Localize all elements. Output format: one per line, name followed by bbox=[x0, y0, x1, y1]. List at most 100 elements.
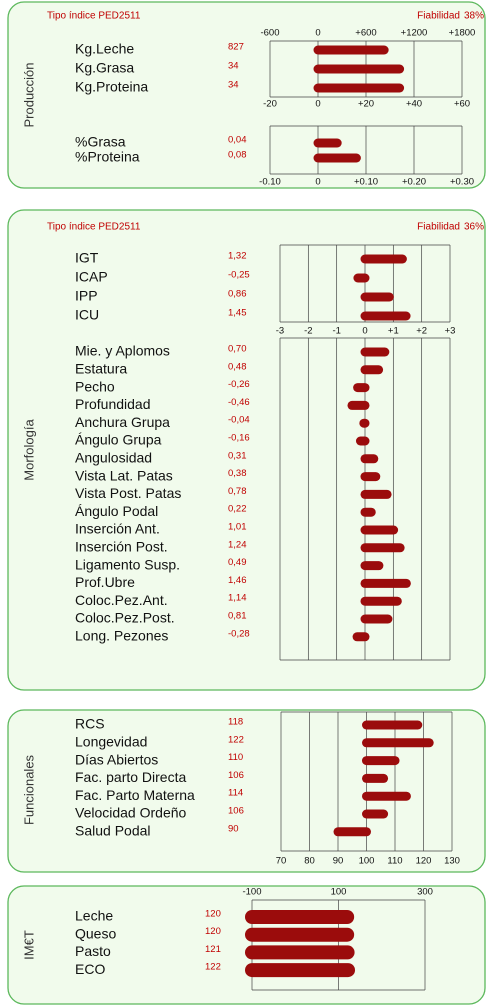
bar bbox=[360, 472, 381, 482]
trait-name: Estatura bbox=[75, 361, 127, 377]
trait-value: 110 bbox=[228, 752, 243, 763]
trait-name: Kg.Grasa bbox=[75, 60, 134, 76]
bar bbox=[360, 365, 384, 375]
trait-value: 0,08 bbox=[228, 150, 247, 161]
trait-name: Kg.Leche bbox=[75, 41, 134, 57]
trait-value: 34 bbox=[228, 61, 239, 72]
trait-value: 0,31 bbox=[228, 450, 247, 461]
bar bbox=[362, 756, 400, 766]
trait-value: 0,38 bbox=[228, 468, 247, 479]
bar bbox=[352, 632, 370, 642]
bar bbox=[360, 489, 392, 499]
trait-name: Fac. Parto Materna bbox=[75, 787, 195, 803]
trait-name: RCS bbox=[75, 716, 105, 732]
x-tick-label: 90 bbox=[333, 856, 344, 867]
x-tick-label: 110 bbox=[387, 856, 402, 867]
bar bbox=[360, 578, 411, 588]
trait-name: IPP bbox=[75, 288, 98, 304]
trait-value: -0,04 bbox=[228, 415, 250, 426]
bar bbox=[362, 773, 389, 783]
x-tick-label: +40 bbox=[406, 99, 422, 110]
bar bbox=[362, 791, 411, 801]
trait-name: Ángulo Grupa bbox=[75, 432, 162, 448]
x-tick-label: +20 bbox=[358, 99, 374, 110]
x-tick-label: -2 bbox=[304, 326, 312, 337]
trait-name: ECO bbox=[75, 961, 105, 977]
bar bbox=[360, 311, 411, 321]
bar bbox=[360, 561, 384, 571]
trait-value: 0,70 bbox=[228, 344, 247, 355]
x-tick-label: -1 bbox=[332, 326, 340, 337]
bar bbox=[359, 418, 370, 428]
bar bbox=[362, 809, 389, 819]
x-tick-label: 100 bbox=[331, 887, 347, 898]
trait-value: 118 bbox=[228, 717, 243, 728]
trait-value: 121 bbox=[205, 944, 221, 955]
x-tick-label: +0.10 bbox=[354, 177, 378, 188]
reliability: 38% bbox=[464, 11, 484, 22]
trait-value: 0,86 bbox=[228, 289, 247, 300]
trait-name: Longevidad bbox=[75, 734, 147, 750]
trait-value: 1,14 bbox=[228, 593, 247, 604]
x-tick-label: +1800 bbox=[449, 28, 476, 39]
x-tick-label: +600 bbox=[355, 28, 376, 39]
bar bbox=[360, 543, 405, 553]
bar bbox=[347, 400, 370, 410]
x-tick-label: +1 bbox=[388, 326, 399, 337]
trait-value: 0,49 bbox=[228, 557, 247, 568]
trait-name: Leche bbox=[75, 908, 113, 924]
bar bbox=[360, 614, 393, 624]
trait-name: Anchura Grupa bbox=[75, 414, 170, 430]
x-tick-label: +0.20 bbox=[402, 177, 426, 188]
trait-value: -0,26 bbox=[228, 379, 250, 390]
panel bbox=[7, 885, 486, 1005]
x-tick-label: +2 bbox=[416, 326, 427, 337]
trait-value: 0,04 bbox=[228, 135, 247, 146]
trait-value: 1,01 bbox=[228, 522, 247, 533]
panel-title: IM€T bbox=[21, 930, 36, 960]
trait-value: 122 bbox=[228, 734, 244, 745]
x-tick-label: 120 bbox=[416, 856, 432, 867]
x-tick-label: 0 bbox=[315, 28, 320, 39]
reliability-label: Fiabilidad bbox=[417, 222, 460, 233]
bar bbox=[313, 45, 389, 55]
trait-name: ICAP bbox=[75, 269, 108, 285]
trait-name: Profundidad bbox=[75, 396, 151, 412]
x-tick-label: +60 bbox=[454, 99, 470, 110]
trait-value: 106 bbox=[228, 770, 244, 781]
bar bbox=[362, 738, 434, 748]
x-tick-label: 100 bbox=[359, 856, 375, 867]
bar bbox=[313, 138, 342, 148]
x-tick-label: -0.10 bbox=[259, 177, 281, 188]
trait-value: 0,48 bbox=[228, 361, 247, 372]
index-type: Tipo índice PED2511 bbox=[47, 11, 141, 22]
bar bbox=[245, 927, 355, 942]
x-tick-label: -20 bbox=[263, 99, 277, 110]
trait-name: Días Abiertos bbox=[75, 751, 158, 767]
trait-name: Ligamento Susp. bbox=[75, 556, 180, 572]
trait-name: Fac. parto Directa bbox=[75, 769, 186, 785]
trait-name: Vista Lat. Patas bbox=[75, 467, 173, 483]
trait-name: Angulosidad bbox=[75, 450, 152, 466]
bar bbox=[360, 507, 376, 517]
panel-title: Producción bbox=[21, 62, 36, 127]
trait-value: 114 bbox=[228, 788, 243, 799]
trait-value: 0,22 bbox=[228, 504, 247, 515]
trait-value: 120 bbox=[205, 926, 221, 937]
trait-name: Ángulo Podal bbox=[75, 503, 158, 519]
trait-name: Coloc.Pez.Post. bbox=[75, 610, 175, 626]
trait-name: Kg.Proteina bbox=[75, 79, 148, 95]
x-tick-label: +3 bbox=[445, 326, 456, 337]
x-tick-label: 70 bbox=[276, 856, 287, 867]
trait-value: 1,32 bbox=[228, 251, 247, 262]
bar bbox=[353, 383, 370, 393]
trait-name: Inserción Ant. bbox=[75, 521, 160, 537]
bar bbox=[313, 83, 405, 93]
trait-value: 34 bbox=[228, 80, 239, 91]
trait-value: 0,78 bbox=[228, 486, 247, 497]
panel-title: Funcionales bbox=[21, 754, 36, 825]
bar bbox=[360, 525, 399, 535]
bar bbox=[245, 945, 355, 960]
bar bbox=[362, 720, 423, 730]
